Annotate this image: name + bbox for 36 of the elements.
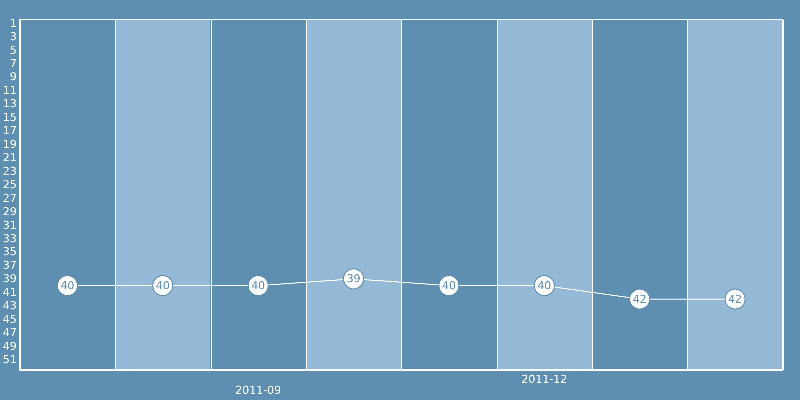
y-tick-label: 13 <box>3 98 17 111</box>
y-tick-label: 41 <box>3 286 17 300</box>
y-tick-label: 33 <box>3 232 17 246</box>
data-label: 42 <box>632 292 647 306</box>
y-tick-label: 19 <box>3 138 17 152</box>
y-tick-label: 23 <box>3 164 17 178</box>
y-tick-label: 35 <box>3 246 17 259</box>
y-tick-label: 27 <box>3 192 17 205</box>
x-tick-label: 2011-09 <box>235 384 282 397</box>
data-label: 40 <box>442 279 456 292</box>
y-tick-label: 47 <box>3 326 17 340</box>
y-tick-label: 43 <box>3 300 17 313</box>
data-label: 40 <box>156 279 170 292</box>
y-tick-label: 51 <box>3 353 17 366</box>
y-tick-label: 49 <box>3 340 17 353</box>
y-tick-label: 15 <box>3 111 17 124</box>
data-label: 40 <box>60 279 75 292</box>
data-label: 42 <box>728 292 742 306</box>
data-label: 40 <box>538 279 552 292</box>
y-tick-label: 7 <box>10 57 17 70</box>
y-tick-label: 1 <box>10 16 17 30</box>
y-tick-label: 11 <box>3 84 17 98</box>
y-tick-label: 39 <box>3 272 17 286</box>
y-tick-label: 37 <box>3 259 17 272</box>
x-tick-label: 2011-12 <box>522 373 568 386</box>
y-tick-label: 21 <box>3 151 17 164</box>
y-tick-label: 31 <box>3 218 17 232</box>
y-tick-label: 3 <box>10 30 17 44</box>
data-label: 39 <box>346 272 361 286</box>
y-tick-label: 29 <box>3 205 17 218</box>
data-label: 40 <box>251 279 266 292</box>
y-tick-label: 9 <box>10 70 17 84</box>
y-tick-label: 25 <box>3 178 17 192</box>
y-tick-label: 5 <box>10 44 17 57</box>
y-tick-label: 17 <box>3 124 17 138</box>
y-tick-label: 45 <box>3 313 17 326</box>
